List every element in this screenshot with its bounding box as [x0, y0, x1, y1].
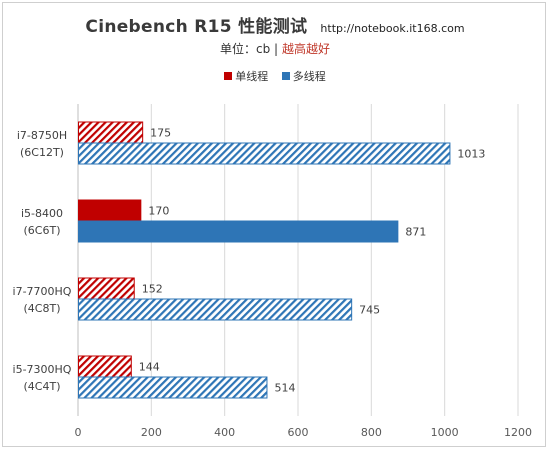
category-label-2-1: (4C8T) [24, 302, 61, 315]
bars [78, 121, 451, 399]
value-label-multi-2: 745 [359, 304, 380, 317]
chart-subtitle: 单位：cb | 越高越好 [0, 40, 550, 57]
value-label-multi-0: 1013 [457, 148, 485, 161]
x-tick-label-3: 600 [288, 426, 309, 439]
value-label-single-1: 170 [148, 205, 169, 218]
legend-swatch-single [224, 72, 233, 80]
value-label-multi-1: 871 [405, 226, 426, 239]
chart-title: Cinebench R15 性能测试 [85, 17, 308, 37]
category-label-3-1: (4C4T) [24, 380, 61, 393]
chart-legend: 单线程 多线程 [0, 68, 550, 84]
bar-single-2 [78, 277, 135, 300]
bar-multi-0 [78, 142, 451, 165]
legend-swatch-multi [281, 72, 290, 80]
x-tick-label-5: 1000 [431, 426, 459, 439]
value-label-single-0: 175 [150, 127, 171, 140]
legend-label-single: 单线程 [235, 70, 269, 83]
subtitle-note: 越高越好 [281, 42, 330, 56]
x-tick-label-0: 0 [75, 426, 82, 439]
value-label-single-3: 144 [139, 361, 160, 374]
category-label-2-0: i7-7700HQ [13, 285, 72, 298]
x-tick-label-4: 800 [361, 426, 382, 439]
bar-multi-3 [78, 376, 268, 399]
subtitle-unit: 单位：cb | [220, 42, 279, 56]
x-tick-label-1: 200 [141, 426, 162, 439]
x-tick-label-6: 1200 [504, 426, 532, 439]
category-label-3-0: i5-7300HQ [13, 363, 72, 376]
bar-multi-2 [78, 298, 353, 321]
value-label-multi-3: 514 [274, 382, 295, 395]
category-label-0-0: i7-8750H [17, 129, 67, 142]
labels: 0 200 400 600 800 1000 1200 175 1013 i7-8750H (6C1… [13, 127, 532, 440]
value-label-single-2: 152 [142, 283, 163, 296]
category-label-1-0: i5-8400 [21, 207, 63, 220]
category-label-0-1: (6C12T) [20, 146, 64, 159]
bar-single-1 [78, 199, 142, 222]
category-label-1-1: (6C6T) [24, 224, 61, 237]
bar-single-0 [78, 121, 144, 144]
chart-title-row: Cinebench R15 性能测试 http://notebook.it168… [0, 12, 550, 37]
chart-title-url: http://notebook.it168.com [320, 22, 465, 35]
legend-item-multi: 多线程 [281, 68, 326, 84]
legend-label-multi: 多线程 [292, 70, 326, 83]
x-tick-label-2: 400 [214, 426, 235, 439]
bar-single-3 [78, 355, 132, 378]
bar-multi-1 [78, 220, 399, 243]
legend-item-single: 单线程 [224, 68, 268, 84]
